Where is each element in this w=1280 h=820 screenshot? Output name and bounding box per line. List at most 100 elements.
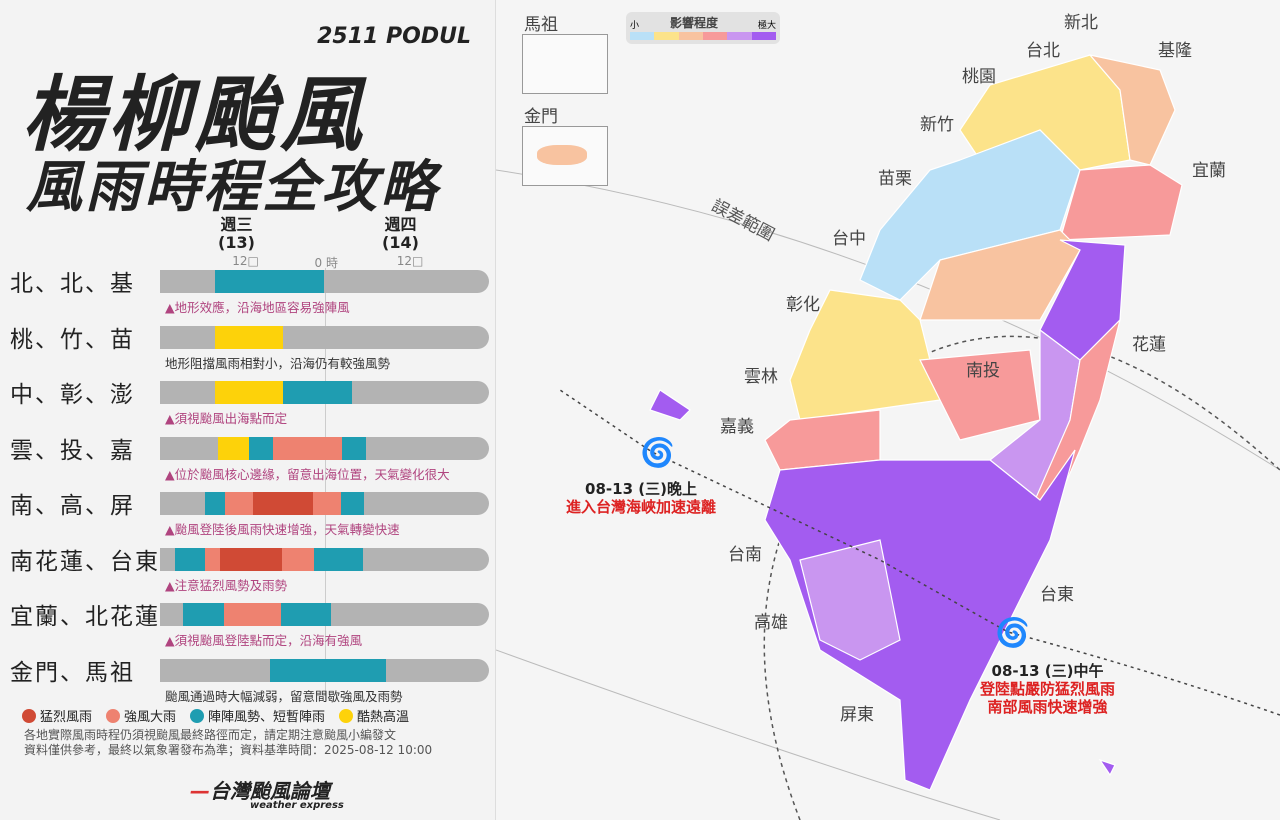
timeline-bar — [160, 325, 489, 349]
region-note: ▲位於颱風核心邊緣，留意出海位置，天氣變化很大 — [165, 466, 450, 482]
taiwan-regions — [649, 54, 1183, 791]
timeline-panel: 2511 PODUL 楊柳颱風 風雨時程全攻略 週三 (13) 週四 (14) 12… — [0, 0, 496, 820]
city-label: 彰化 — [786, 295, 820, 315]
segment-gusty — [280, 603, 332, 626]
segment-severe — [252, 492, 313, 515]
city-label: 基隆 — [1158, 41, 1192, 61]
timeline-bar — [160, 381, 489, 404]
region-note: ▲颱風登陸後風雨快速增強，天氣轉變快速 — [165, 522, 400, 537]
legend-dot-icon — [106, 709, 121, 723]
segment-gusty — [283, 381, 352, 404]
region-note: ▲須視颱風出海點而定 — [165, 411, 288, 426]
warning-icon: ▲ — [165, 300, 175, 315]
legend-item: 強風大雨 — [106, 706, 176, 725]
timeline-bar — [160, 436, 489, 460]
segment-gusty — [313, 547, 363, 571]
city-label: 嘉義 — [720, 417, 754, 437]
legend-dot-icon — [22, 709, 36, 723]
impact-map: 🌀 🌀 馬祖 金門 小 影響程度 極大 誤差範圍 新北 台北 基隆 桃園 新竹 宜蘭 苗栗台… — [496, 0, 1280, 820]
city-label: 台東 — [1040, 585, 1074, 605]
warning-icon: ▲ — [165, 633, 175, 648]
segment-strong — [223, 603, 281, 626]
error-cone — [496, 649, 1001, 820]
timeline-bar — [160, 492, 489, 515]
time-tick: 0 時 — [314, 256, 338, 270]
region-note: 地形阻擋風雨相對小，沿海仍有較強風勢 — [165, 355, 391, 371]
error-circle — [763, 335, 1280, 820]
segment-gusty — [175, 547, 206, 571]
segment-gusty — [341, 436, 366, 460]
city-label: 台南 — [728, 545, 762, 565]
city-label: 台中 — [832, 229, 866, 249]
typhoon-track — [559, 389, 1280, 716]
time-tick: 12□ — [232, 254, 259, 268]
page-title: 楊柳颱風 — [22, 68, 366, 163]
region-label: 桃、竹、苗 — [10, 326, 135, 353]
city-label: 苗栗 — [878, 169, 912, 189]
region-label: 中、彰、澎 — [10, 382, 135, 408]
region-label: 雲、投、嘉 — [10, 437, 135, 464]
segment-strong — [273, 436, 342, 460]
segment-gusty — [182, 603, 224, 626]
warning-icon: ▲ — [165, 577, 175, 593]
scale-swatch — [630, 32, 655, 40]
warning-icon: ▲ — [165, 466, 175, 482]
logo: —台灣颱風論壇 weather express — [190, 779, 344, 811]
timeline-bar — [160, 603, 489, 626]
city-label: 花蓮 — [1132, 335, 1166, 355]
lanyu — [1098, 758, 1116, 777]
penghu — [649, 389, 691, 421]
typhoon-code: 2511 PODUL — [317, 24, 471, 49]
region-note: ▲須視颱風登陸點而定，沿海有強風 — [165, 633, 363, 648]
segment-strong — [225, 492, 253, 515]
city-label: 新竹 — [920, 115, 954, 135]
legend-item: 猛烈風雨 — [22, 706, 92, 725]
city-label: 新北 — [1064, 13, 1098, 33]
day-wed: 週三 (13) — [218, 215, 255, 252]
inset-label: 馬祖 — [524, 15, 558, 35]
segment-strong — [312, 492, 341, 515]
legend-item: 酷熱高溫 — [339, 706, 409, 725]
segment-gusty — [204, 492, 226, 515]
page-subtitle: 風雨時程全攻略 — [26, 155, 439, 220]
segment-gusty — [269, 658, 387, 682]
scale-swatch — [727, 32, 752, 40]
segment-strong — [205, 547, 221, 571]
region-note: 颱風通過時大幅減弱，留意間歇強風及雨勢 — [165, 688, 403, 704]
warning-icon: ▲ — [165, 411, 175, 426]
timeline-bar — [160, 270, 489, 293]
segment-hot — [214, 381, 284, 404]
inset-matsu — [522, 34, 608, 94]
region-label: 北、北、基 — [10, 271, 135, 297]
inset-label: 金門 — [524, 107, 558, 127]
annotation-evening: 08-13 (三)晚上 進入台灣海峽加速遠離 — [566, 480, 717, 516]
legend-dot-icon — [339, 709, 354, 723]
city-label: 屏東 — [840, 705, 874, 725]
footnote: 各地實際風雨時程仍須視颱風最終路徑而定，請定期注意颱風小編發文 資料僅供參考，最終… — [24, 728, 433, 757]
city-label: 宜蘭 — [1192, 161, 1226, 181]
day-thu: 週四 (14) — [382, 215, 419, 252]
midnight-line — [324, 268, 326, 700]
city-label: 台北 — [1026, 41, 1060, 61]
scale-swatch — [751, 32, 776, 40]
map-svg: 🌀 🌀 — [496, 54, 1280, 820]
impact-scale: 小 影響程度 極大 — [626, 12, 780, 44]
timeline-bar — [160, 658, 489, 682]
warning-icon: ▲ — [165, 522, 175, 537]
legend: 猛烈風雨 強風大雨 陣陣風勢、短暫陣雨 酷熱高溫 — [22, 706, 409, 725]
segment-severe — [220, 547, 282, 571]
region-label: 南、高、屏 — [10, 493, 135, 519]
segment-gusty — [340, 492, 364, 515]
city-label: 南投 — [966, 361, 1000, 381]
typhoon-icon: 🌀 — [995, 615, 1030, 649]
region-label: 宜蘭、北花蓮 — [10, 604, 160, 630]
typhoon-icon: 🌀 — [640, 435, 675, 469]
annotation-noon: 08-13 (三)中午 登陸點嚴防猛烈風雨 南部風雨快速增強 — [980, 662, 1116, 716]
legend-dot-icon — [190, 709, 205, 723]
segment-hot — [214, 325, 284, 349]
scale-swatch — [678, 32, 703, 40]
region-note: ▲注意猛烈風勢及雨勢 — [165, 577, 288, 593]
city-label: 桃園 — [962, 67, 996, 87]
scale-swatch — [702, 32, 728, 40]
segment-strong — [282, 547, 314, 571]
